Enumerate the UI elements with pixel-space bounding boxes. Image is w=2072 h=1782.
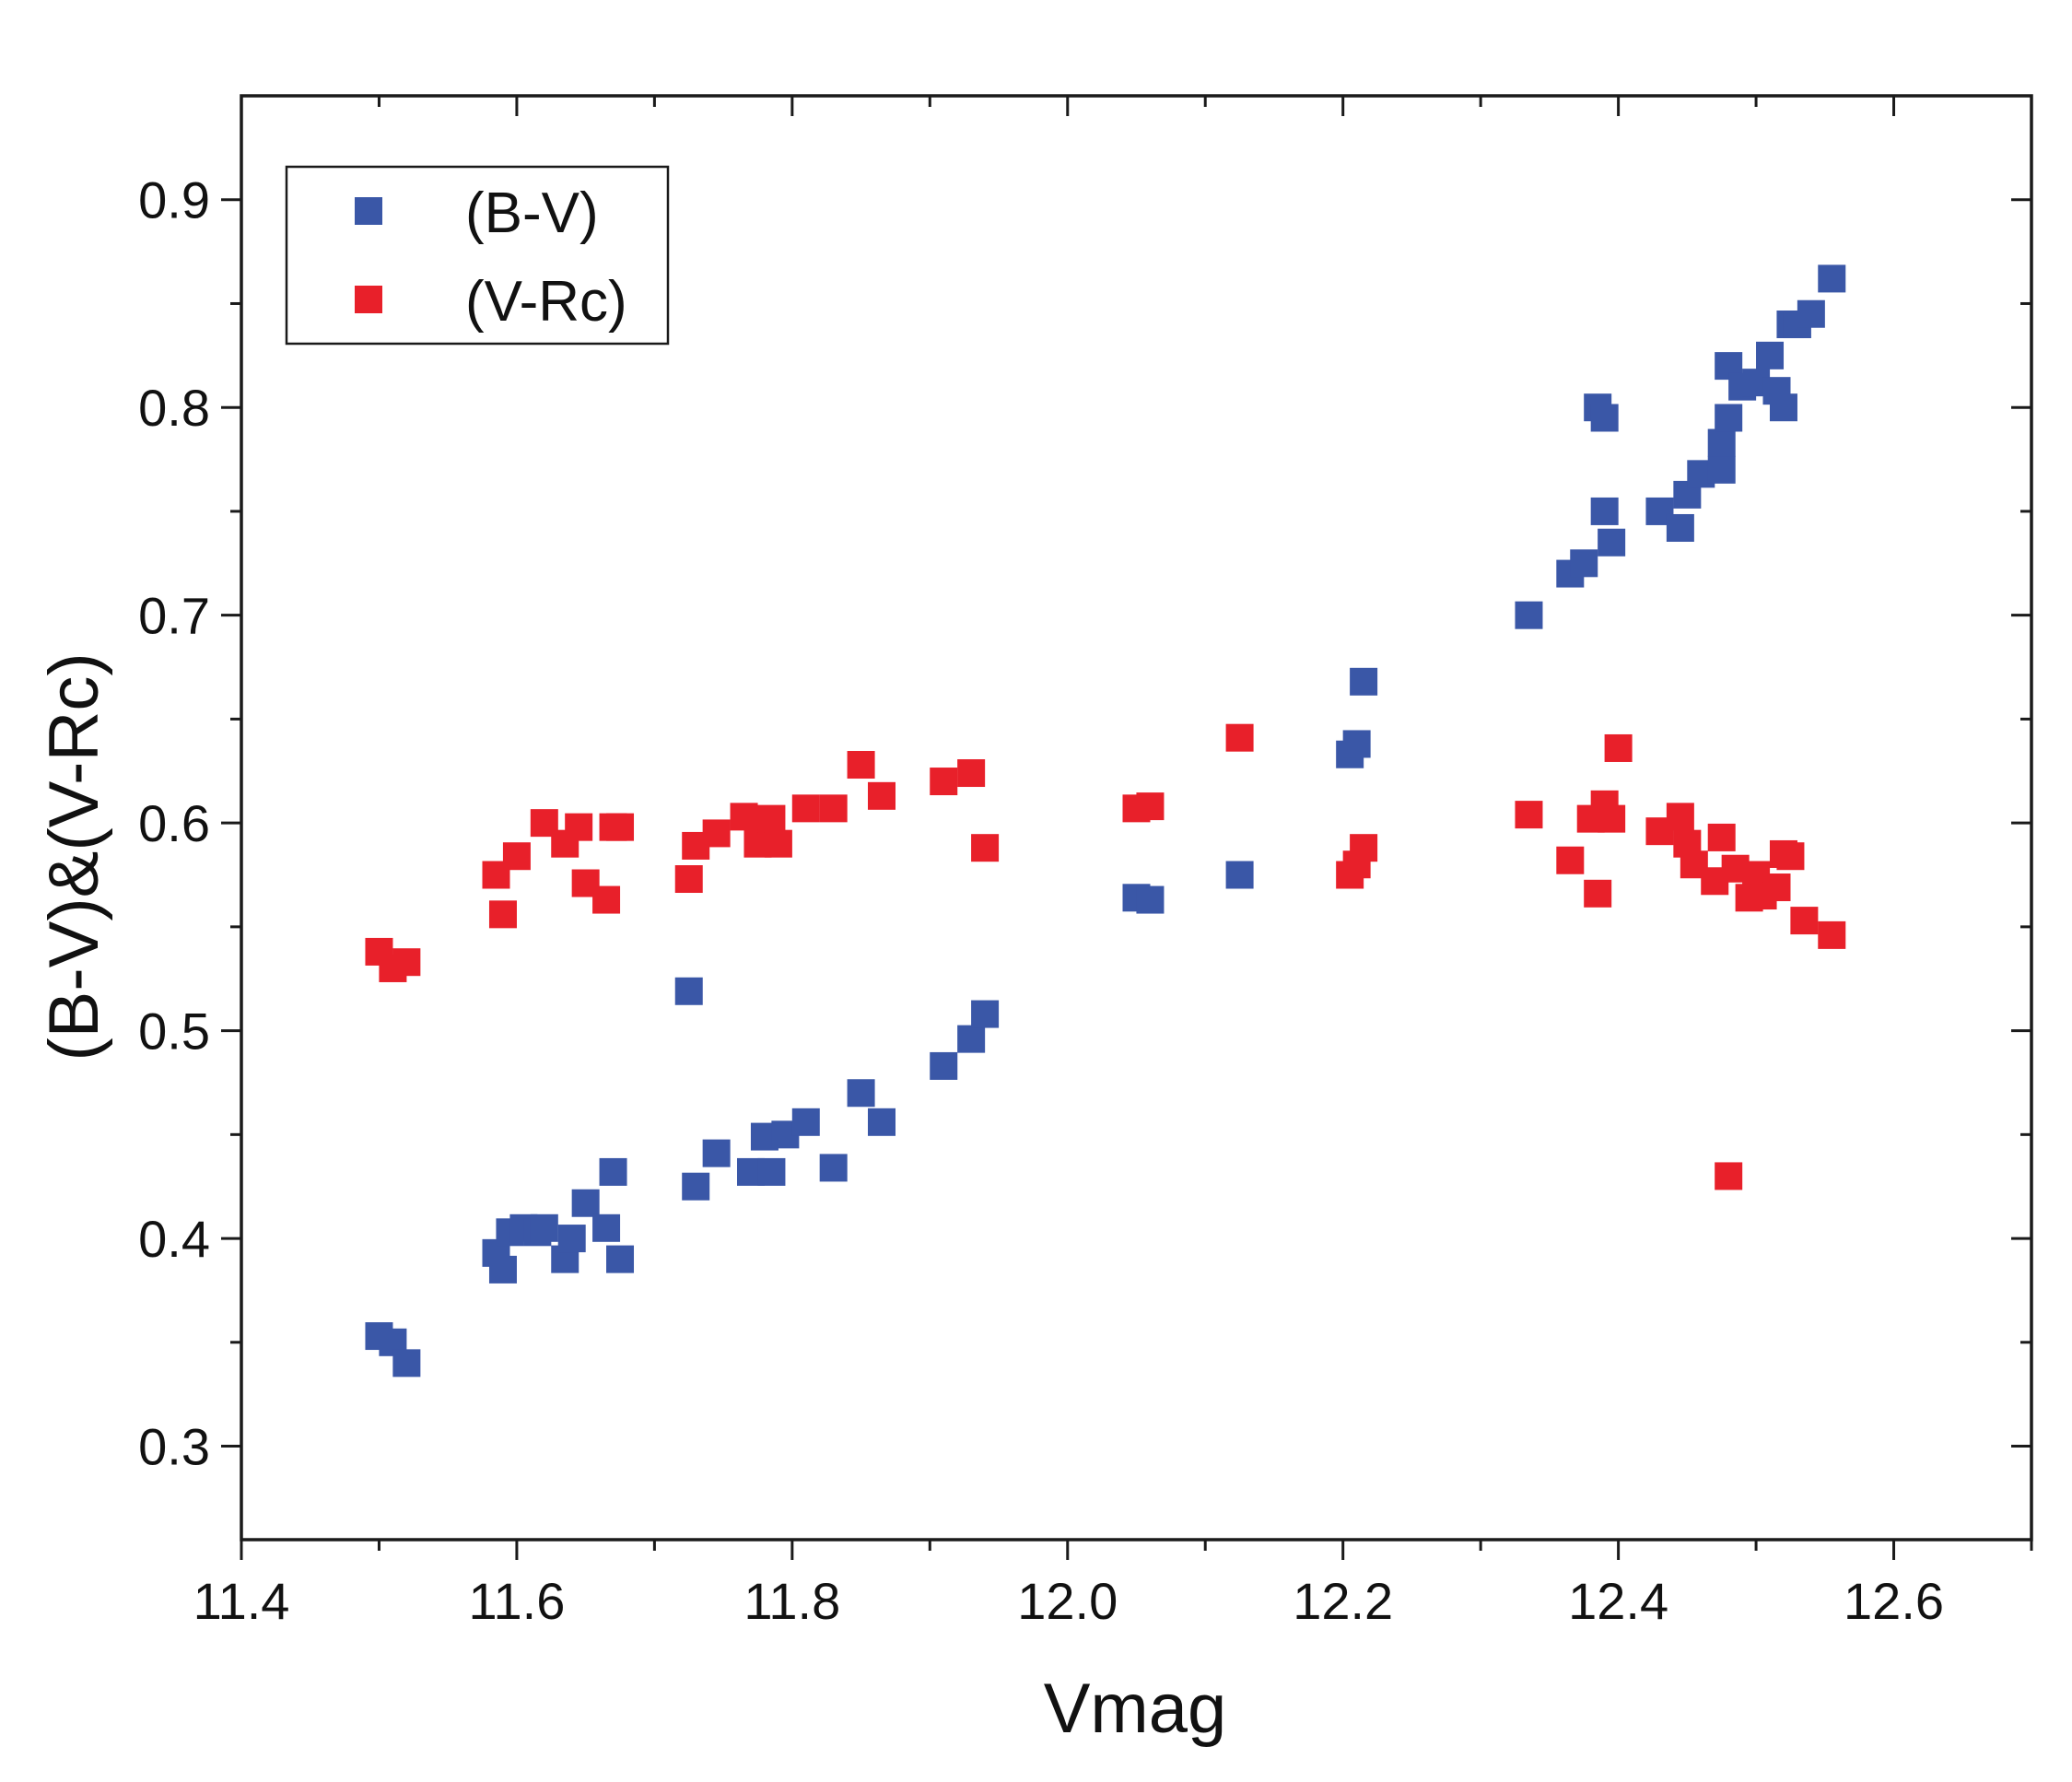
x-tick-label: 11.8 bbox=[743, 1572, 840, 1630]
bv-point bbox=[1756, 341, 1785, 369]
vrc-point bbox=[1715, 1162, 1743, 1190]
bv-point bbox=[1769, 393, 1797, 422]
bv-point bbox=[791, 1108, 820, 1136]
bv-point bbox=[1707, 455, 1736, 484]
plot-frame bbox=[240, 94, 2033, 1542]
legend: (B-V) (V-Rc) bbox=[285, 165, 670, 346]
bv-point bbox=[674, 977, 703, 1005]
vrc-point bbox=[1225, 723, 1254, 752]
vrc-point bbox=[392, 948, 421, 977]
bv-point bbox=[682, 1172, 710, 1201]
vrc-point bbox=[757, 804, 786, 833]
bv-point bbox=[1590, 404, 1619, 432]
vrc-point bbox=[791, 794, 820, 823]
bv-point bbox=[606, 1245, 635, 1273]
bv-point bbox=[971, 1000, 1000, 1028]
vrc-point bbox=[730, 803, 758, 831]
series-bv bbox=[365, 264, 1846, 1378]
x-tick-label: 12.4 bbox=[1568, 1572, 1668, 1630]
bv-point bbox=[930, 1051, 958, 1080]
vrc-point bbox=[1707, 823, 1736, 851]
y-tick-label: 0.9 bbox=[138, 171, 210, 229]
vrc-point bbox=[502, 842, 531, 871]
vrc-point bbox=[1584, 879, 1612, 908]
vrc-point bbox=[1604, 733, 1633, 762]
x-tick-label: 12.6 bbox=[1844, 1572, 1944, 1630]
data-points bbox=[365, 264, 1846, 1378]
vrc-point bbox=[867, 781, 896, 810]
y-tick-label: 0.4 bbox=[138, 1210, 210, 1268]
bv-point bbox=[1818, 264, 1846, 293]
bv-point bbox=[867, 1108, 896, 1136]
y-tick-label: 0.8 bbox=[138, 379, 210, 437]
bv-point bbox=[530, 1213, 558, 1242]
bv-point bbox=[1136, 885, 1165, 914]
vrc-point bbox=[565, 813, 593, 841]
bv-point bbox=[1598, 528, 1626, 557]
bv-point bbox=[1225, 861, 1254, 889]
legend-box bbox=[285, 165, 670, 346]
x-tick-label: 12.2 bbox=[1293, 1572, 1393, 1630]
x-tick-label: 11.6 bbox=[469, 1572, 566, 1630]
y-tick-label: 0.7 bbox=[138, 587, 210, 645]
bv-point bbox=[571, 1189, 600, 1217]
vrc-point bbox=[1776, 842, 1805, 871]
bv-point bbox=[1350, 667, 1378, 696]
bv-point bbox=[392, 1349, 421, 1378]
bv-point bbox=[1570, 549, 1598, 578]
vrc-point bbox=[1515, 801, 1543, 829]
vrc-point bbox=[819, 794, 848, 823]
legend-label-vrc: (V-Rc) bbox=[465, 270, 627, 334]
y-tick-label: 0.3 bbox=[138, 1418, 210, 1476]
bv-point bbox=[599, 1157, 627, 1186]
x-tick-label: 12.0 bbox=[1017, 1572, 1118, 1630]
bv-point bbox=[557, 1225, 586, 1253]
legend-marker-bv bbox=[355, 197, 382, 225]
bv-point bbox=[1715, 404, 1743, 432]
x-axis-title: Vmag bbox=[1044, 1670, 1227, 1748]
axes: 11.4 11.6 11.8 12.0 12.2 12.4 12.6 0.3 0.4 0.5 0.6… bbox=[138, 96, 2033, 1630]
bv-point bbox=[757, 1157, 786, 1186]
bv-point bbox=[847, 1079, 875, 1108]
vrc-point bbox=[1598, 804, 1626, 833]
vrc-point bbox=[1556, 846, 1585, 874]
vrc-point bbox=[1818, 920, 1846, 949]
vrc-point bbox=[674, 865, 703, 894]
y-axis-title: (B-V)&(V-Rc) bbox=[35, 652, 113, 1061]
series-vrc bbox=[365, 723, 1846, 1190]
y-tick-label: 0.5 bbox=[138, 1002, 210, 1061]
vrc-point bbox=[930, 768, 958, 796]
vrc-point bbox=[971, 834, 1000, 862]
vrc-point bbox=[847, 751, 875, 780]
y-tick-label: 0.6 bbox=[138, 794, 210, 852]
vrc-point bbox=[488, 900, 517, 929]
bv-point bbox=[1515, 601, 1543, 629]
legend-marker-vrc bbox=[355, 286, 382, 313]
legend-label-bv: (B-V) bbox=[465, 182, 599, 245]
vrc-point bbox=[606, 813, 635, 841]
bv-point bbox=[488, 1255, 517, 1284]
bv-point bbox=[702, 1139, 731, 1167]
bv-point bbox=[1707, 428, 1736, 457]
vrc-point bbox=[1762, 873, 1791, 902]
bv-point bbox=[1666, 513, 1694, 542]
bv-point bbox=[819, 1154, 848, 1182]
vrc-point bbox=[1790, 907, 1819, 935]
vrc-point bbox=[1136, 792, 1165, 821]
vrc-point bbox=[1666, 803, 1694, 831]
x-tick-label: 11.4 bbox=[193, 1572, 290, 1630]
bv-point bbox=[1590, 497, 1619, 525]
vrc-point bbox=[702, 819, 731, 848]
vrc-point bbox=[592, 885, 621, 914]
vrc-point bbox=[957, 759, 986, 788]
bv-point bbox=[592, 1213, 621, 1242]
bv-point bbox=[1797, 299, 1825, 328]
bv-point bbox=[957, 1025, 986, 1053]
vrc-point bbox=[1350, 834, 1378, 862]
bv-point bbox=[1342, 730, 1371, 758]
vrc-point bbox=[764, 829, 792, 858]
